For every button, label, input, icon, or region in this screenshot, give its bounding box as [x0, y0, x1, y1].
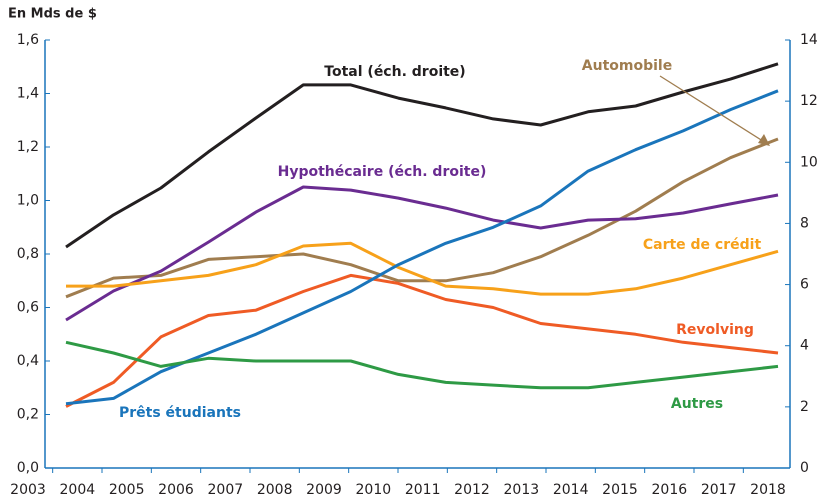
x-tick-label: 2007: [208, 482, 244, 498]
x-tick-label: 2012: [454, 482, 490, 498]
y2-tick-label: 6: [800, 277, 809, 293]
x-tick-label: 2015: [602, 482, 638, 498]
series-line: [65, 137, 779, 299]
x-tick-label: 2004: [60, 482, 96, 498]
y-tick-label: 0,2: [17, 407, 39, 423]
y-tick-label: 0,0: [17, 460, 39, 476]
y-tick-label: 1,4: [17, 86, 39, 102]
y-tick-label: 1,0: [17, 193, 39, 209]
x-tick-label: 2014: [553, 482, 589, 498]
x-tick-label: 2010: [356, 482, 392, 498]
y2-tick-label: 8: [800, 215, 809, 231]
y2-tick-label: 14: [800, 32, 818, 48]
series-label: Automobile: [582, 58, 672, 74]
series-line: [66, 241, 779, 296]
x-tick-label: 2018: [750, 482, 786, 498]
x-tick-label: 2005: [109, 482, 145, 498]
series-line: [65, 62, 779, 249]
series-label: Hypothécaire (éch. droite): [278, 164, 487, 180]
series-label: Prêts étudiants: [119, 405, 241, 421]
x-tick-label: 2003: [10, 482, 46, 498]
x-tick-label: 2011: [405, 482, 441, 498]
x-tick-label: 2009: [306, 482, 342, 498]
series-line: [65, 185, 779, 322]
y-tick-label: 0,4: [17, 353, 39, 369]
series-label: Total (éch. droite): [324, 64, 465, 80]
x-tick-label: 2013: [504, 482, 540, 498]
series-label: Carte de crédit: [643, 237, 762, 253]
y2-tick-label: 2: [800, 399, 809, 415]
annotation-arrow: [659, 75, 767, 144]
arrow-head: [758, 134, 770, 146]
y2-tick-label: 0: [800, 460, 809, 476]
y2-tick-label: 12: [800, 93, 818, 109]
y-axis-title: En Mds de $: [8, 7, 97, 22]
x-tick-label: 2006: [158, 482, 194, 498]
y-tick-label: 1,2: [17, 139, 39, 155]
y-tick-label: 0,6: [17, 300, 39, 316]
x-tick-label: 2017: [701, 482, 737, 498]
y-tick-label: 1,6: [17, 32, 39, 48]
series-label: Autres: [671, 396, 723, 412]
y2-tick-label: 4: [800, 338, 809, 354]
x-tick-label: 2016: [652, 482, 688, 498]
y2-tick-label: 10: [800, 154, 818, 170]
series-line: [65, 340, 779, 390]
series-label: Revolving: [676, 322, 754, 338]
y-tick-label: 0,8: [17, 246, 39, 262]
x-tick-label: 2008: [257, 482, 293, 498]
series-line: [65, 273, 779, 408]
